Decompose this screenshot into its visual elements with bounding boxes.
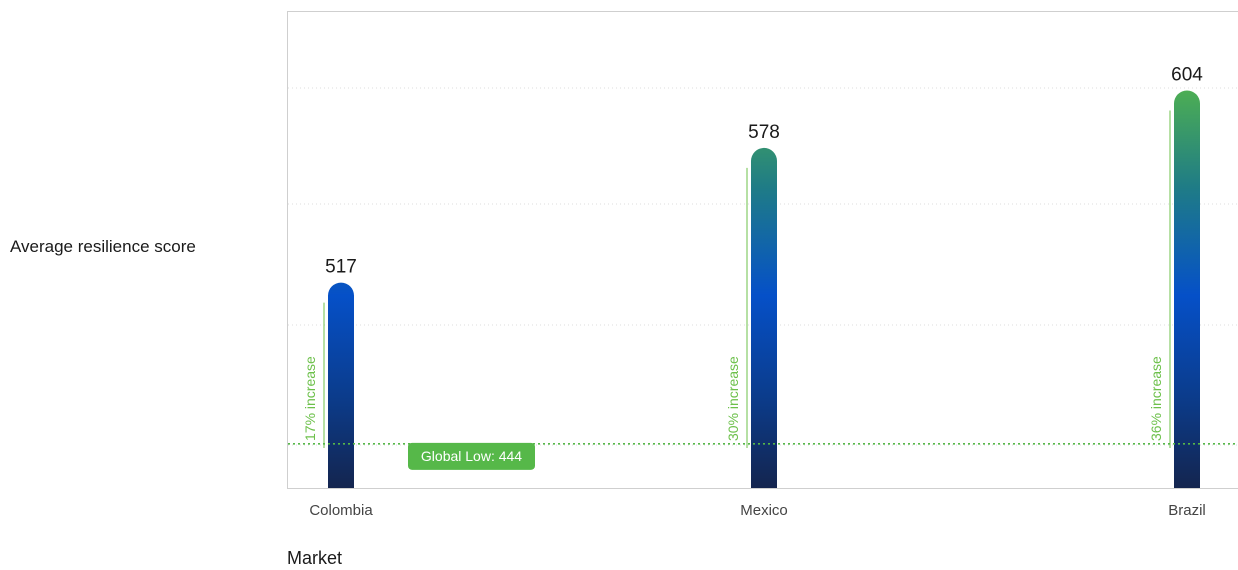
x-tick-label: Brazil [1168,502,1206,519]
global-low-badge [408,442,535,470]
y-axis-label: Average resilience score [10,237,196,256]
value-label: 517 [325,257,357,278]
increase-annotation: 17% increase [302,356,318,441]
global-low-label: Global Low: 444 [421,448,522,464]
x-tick-label: Colombia [309,502,373,519]
increase-annotation: 36% increase [1148,356,1164,441]
value-label: 604 [1171,65,1203,86]
plot-area-frame [287,11,1238,489]
x-tick-label: Mexico [740,502,788,519]
bar-colombia [328,282,354,488]
x-axis-label: Market [287,548,343,568]
bar-brazil [1174,90,1200,489]
value-label: 578 [748,122,780,143]
bar-mexico [751,147,777,488]
increase-annotation: 30% increase [725,356,741,441]
